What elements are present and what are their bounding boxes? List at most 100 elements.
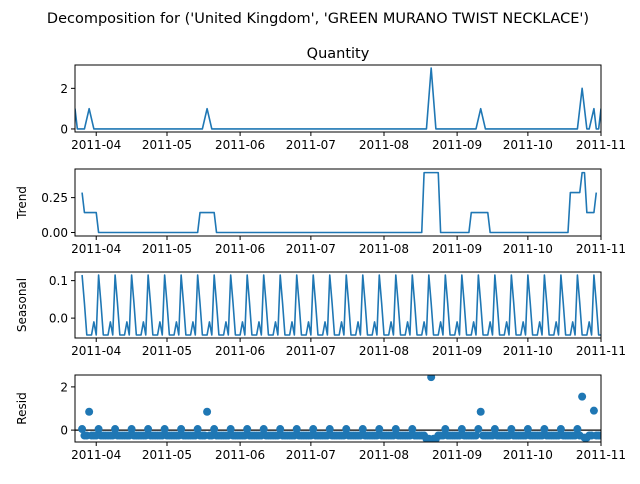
resid-point (523, 425, 532, 434)
plot-area (75, 67, 601, 130)
y-tick-label: 0.00 (41, 226, 68, 240)
resid-point (144, 425, 153, 434)
plot-area (81, 171, 598, 234)
resid-point (276, 425, 285, 434)
resid-point (427, 375, 436, 382)
x-tick-label: 2011-07 (286, 448, 336, 462)
x-tick-label: 2011-08 (359, 242, 409, 256)
y-tick-label: 0 (60, 122, 68, 136)
x-tick-label: 2011-04 (71, 138, 121, 152)
y-tick-label: 0.25 (41, 191, 68, 205)
x-tick-label: 2011-07 (286, 138, 336, 152)
x-tick-label: 2011-09 (432, 242, 482, 256)
resid-point (325, 425, 334, 434)
y-tick-label: 0.1 (49, 274, 68, 288)
resid-point (431, 434, 440, 442)
subplot-4: Resid 0 2 2011-04 2011-05 2011-06 2011-07 2011-… (15, 374, 626, 462)
x-tick-label: 2011-11 (576, 448, 626, 462)
x-tick-label: 2011-11 (576, 138, 626, 152)
resid-point (259, 425, 268, 434)
resid-point (457, 425, 466, 434)
x-tick-label: 2011-11 (576, 242, 626, 256)
resid-point (78, 425, 87, 434)
resid-point (292, 425, 301, 434)
resid-point (243, 425, 252, 434)
resid-point (540, 425, 549, 434)
subplot-1: Quantity 0 2 2011-04 2011-05 2011-06 2011-07 20… (60, 46, 626, 152)
series-line (75, 67, 601, 130)
x-tick-label: 2011-05 (142, 448, 192, 462)
x-tick-label: 2011-10 (503, 448, 553, 462)
x-tick-label: 2011-06 (215, 242, 265, 256)
x-tick-label: 2011-10 (503, 242, 553, 256)
y-tick-label: 2 (60, 82, 68, 96)
x-tick-label: 2011-09 (432, 138, 482, 152)
resid-point (127, 425, 136, 434)
resid-point (573, 425, 582, 434)
axes-frame (74, 168, 602, 237)
resid-point (203, 407, 212, 416)
resid-point (556, 425, 565, 434)
series-line (81, 171, 598, 234)
subplot-2: Trend 0.00 0.25 2011-04 2011-05 2011-06 2011-0… (15, 168, 626, 256)
axes-frame (74, 64, 602, 133)
y-tick-label: 2 (60, 380, 68, 394)
x-tick-label: 2011-11 (576, 344, 626, 358)
x-tick-label: 2011-07 (286, 242, 336, 256)
resid-point (471, 431, 480, 440)
x-tick-label: 2011-08 (359, 344, 409, 358)
y-axis-label: Resid (15, 392, 29, 424)
x-tick-label: 2011-08 (359, 448, 409, 462)
resid-point (342, 425, 351, 434)
x-tick-label: 2011-06 (215, 138, 265, 152)
resid-point (177, 425, 186, 434)
resid-point (210, 425, 219, 434)
resid-point (85, 407, 94, 416)
resid-point (375, 425, 384, 434)
x-tick-label: 2011-04 (71, 344, 121, 358)
y-axis-label: Trend (15, 186, 29, 220)
resid-point (582, 433, 591, 442)
resid-point (358, 425, 367, 434)
x-tick-label: 2011-06 (215, 344, 265, 358)
x-tick-label: 2011-04 (71, 448, 121, 462)
resid-point (408, 425, 417, 434)
resid-point (226, 425, 235, 434)
x-tick-label: 2011-05 (142, 344, 192, 358)
plot-area (75, 375, 601, 442)
resid-point (111, 425, 120, 434)
x-tick-label: 2011-10 (503, 344, 553, 358)
resid-point (160, 425, 169, 434)
resid-point (391, 425, 400, 434)
y-tick-label: 0.0 (49, 312, 68, 326)
resid-point (193, 425, 202, 434)
resid-point (474, 425, 483, 434)
x-tick-label: 2011-05 (142, 138, 192, 152)
figure-title: Decomposition for ('United Kingdom', 'GR… (47, 11, 589, 27)
x-tick-label: 2011-09 (432, 448, 482, 462)
y-tick-label: 0 (60, 424, 68, 438)
axes-frame (74, 374, 602, 443)
resid-point (578, 392, 587, 401)
x-tick-label: 2011-06 (215, 448, 265, 462)
resid-point (589, 406, 598, 415)
resid-point (441, 425, 450, 434)
x-tick-label: 2011-08 (359, 138, 409, 152)
resid-point (490, 425, 499, 434)
seasonal-line (81, 274, 601, 336)
x-tick-label: 2011-07 (286, 344, 336, 358)
plot-area (81, 274, 601, 336)
x-tick-label: 2011-09 (432, 344, 482, 358)
resid-point (309, 425, 318, 434)
y-axis-label: Seasonal (15, 278, 29, 332)
subplot-title: Quantity (307, 46, 370, 62)
resid-point (507, 425, 516, 434)
x-tick-label: 2011-04 (71, 242, 121, 256)
resid-point (476, 407, 485, 416)
x-tick-label: 2011-05 (142, 242, 192, 256)
axes-frame (74, 271, 602, 339)
resid-point (597, 431, 601, 440)
